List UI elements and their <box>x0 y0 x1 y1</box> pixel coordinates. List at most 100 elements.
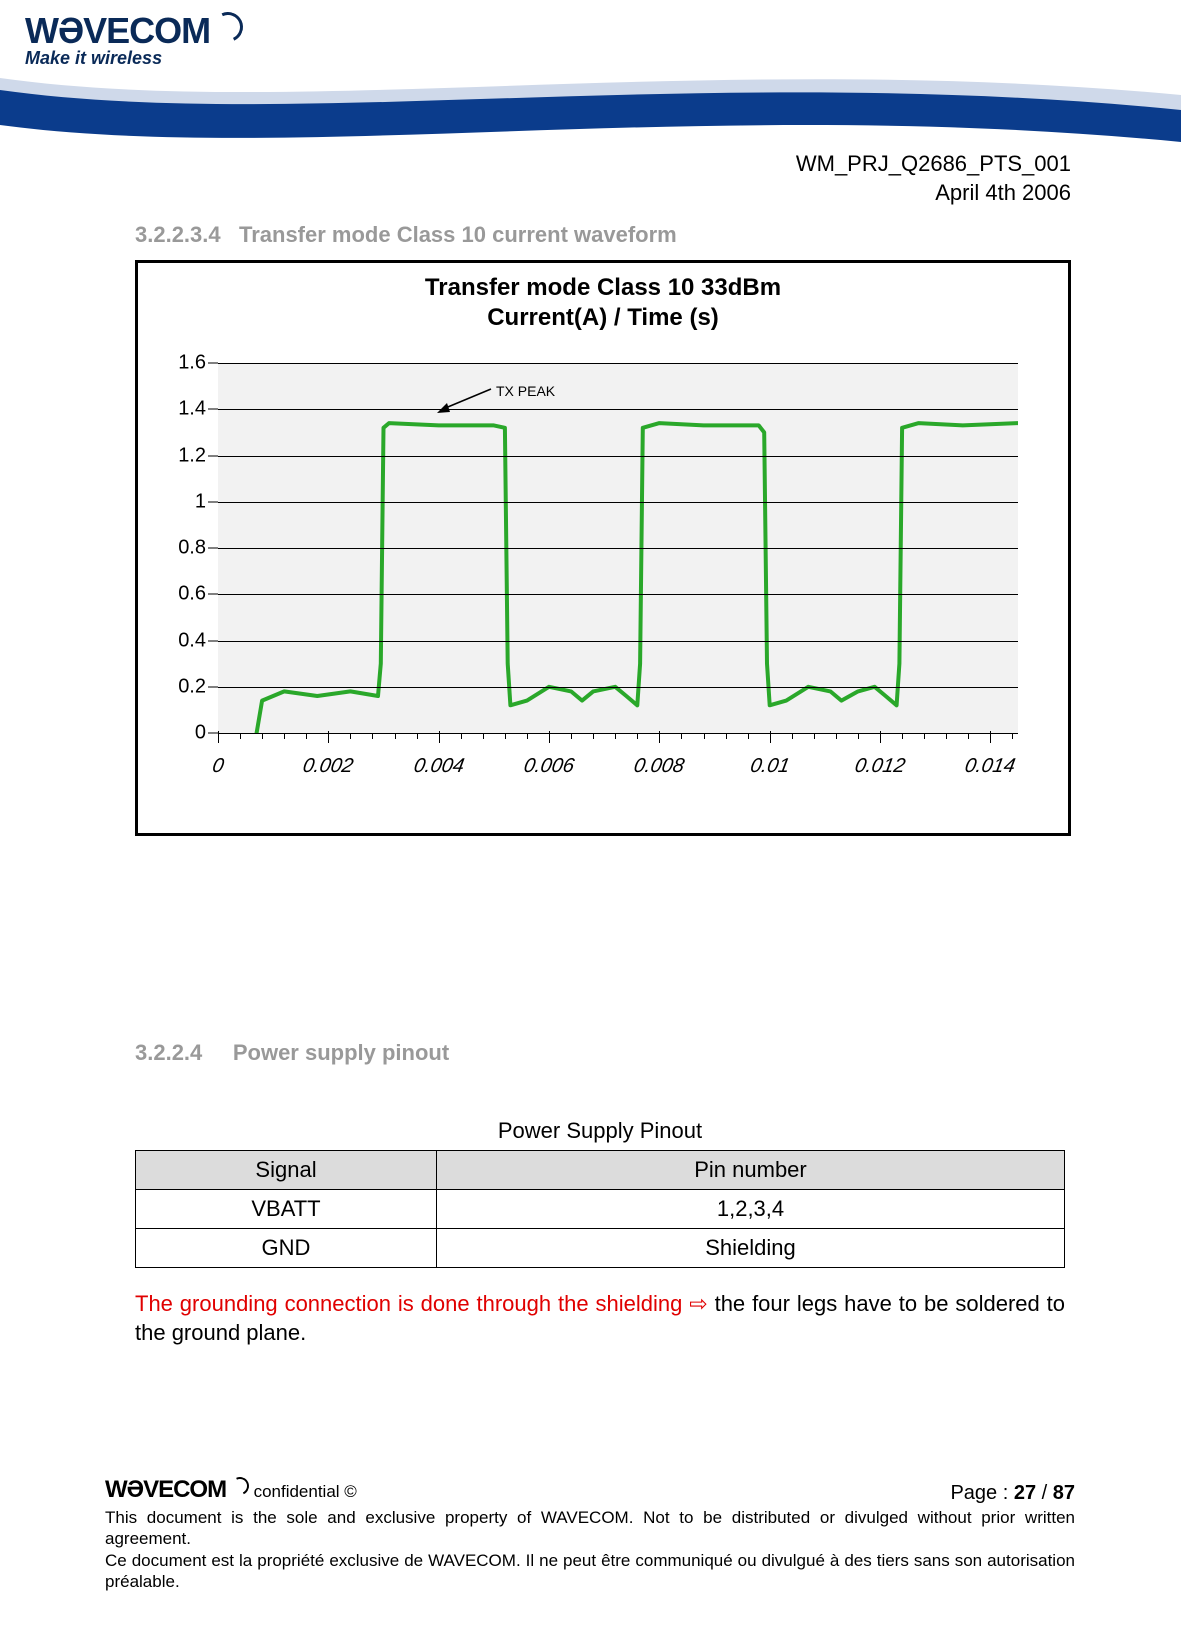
footer: WƏVECOM confidential © Page : 27 / 87 Th… <box>105 1475 1075 1592</box>
chart-xtick-label: 0.004 <box>412 755 466 778</box>
section-number: 3.2.2.4 <box>135 1040 202 1065</box>
chart-ytick-mark <box>208 686 218 687</box>
table-row: VBATT 1,2,3,4 <box>136 1190 1065 1229</box>
chart-ytick-label: 1.2 <box>158 444 206 467</box>
chart-ytick-mark <box>208 409 218 410</box>
footer-line-1: This document is the sole and exclusive … <box>105 1507 1075 1550</box>
chart-xtick-minor <box>262 733 263 739</box>
chart-xtick-label: 0.01 <box>748 755 791 778</box>
page-current: 27 <box>1014 1482 1036 1504</box>
chart-ytick-label: 1.6 <box>158 352 206 375</box>
chart-gridline <box>218 502 1018 503</box>
chart-ytick-mark <box>208 640 218 641</box>
chart-xtick-minor <box>306 733 307 739</box>
chart-xtick-minor <box>615 733 616 739</box>
chart-xtick-minor <box>372 733 373 739</box>
page-label: Page : <box>950 1482 1013 1504</box>
chart-xtick-minor <box>571 733 572 739</box>
chart-ytick-mark <box>208 501 218 502</box>
chart-xtick-label: 0.012 <box>853 755 907 778</box>
section-title: Transfer mode Class 10 current waveform <box>239 222 677 247</box>
chart-xtick-minor <box>1012 733 1013 739</box>
chart-xtick-minor <box>858 733 859 739</box>
footer-confidential: confidential © <box>254 1482 357 1501</box>
chart-baseline <box>218 733 1018 734</box>
table-row: GND Shielding <box>136 1229 1065 1268</box>
chart-xtick-minor <box>704 733 705 739</box>
chart-xtick-label: 0.006 <box>522 755 576 778</box>
chart-ytick-label: 0.8 <box>158 537 206 560</box>
chart-xtick-minor <box>814 733 815 739</box>
doc-date: April 4th 2006 <box>796 179 1071 208</box>
table-cell: Shielding <box>437 1229 1065 1268</box>
grounding-note: The grounding connection is done through… <box>135 1290 1065 1347</box>
chart-ytick-mark <box>208 363 218 364</box>
chart-ytick-label: 0.6 <box>158 583 206 606</box>
table-header-cell: Signal <box>136 1151 437 1190</box>
chart-gridline <box>218 687 1018 688</box>
chart-xtick-minor <box>726 733 727 739</box>
logo-tagline: Make it wireless <box>25 48 243 69</box>
doc-id: WM_PRJ_Q2686_PTS_001 <box>796 150 1071 179</box>
chart-xtick-label: 0.008 <box>632 755 686 778</box>
chart-xtick-minor <box>637 733 638 739</box>
chart-xtick-mark <box>328 731 329 743</box>
footer-logo-text: WƏVECOM <box>105 1475 226 1505</box>
page-total: 87 <box>1053 1482 1075 1504</box>
footer-line-2: Ce document est la propriété exclusive d… <box>105 1550 1075 1593</box>
section-heading-1: 3.2.2.3.4 Transfer mode Class 10 current… <box>135 222 677 248</box>
chart-ytick-mark <box>208 548 218 549</box>
table-cell: 1,2,3,4 <box>437 1190 1065 1229</box>
chart-xtick-minor <box>946 733 947 739</box>
chart-xtick-label: 0.014 <box>963 755 1017 778</box>
chart-xtick-label: 0.002 <box>301 755 355 778</box>
chart-xtick-minor <box>792 733 793 739</box>
logo-text: WƏVECOM <box>25 10 210 51</box>
table-caption: Power Supply Pinout <box>135 1118 1065 1144</box>
chart-xtick-minor <box>461 733 462 739</box>
chart-ytick-mark <box>208 594 218 595</box>
chart-xtick-mark <box>880 731 881 743</box>
chart-xtick-minor <box>350 733 351 739</box>
chart-ytick-mark <box>208 733 218 734</box>
table-header-row: Signal Pin number <box>136 1151 1065 1190</box>
page-sep: / <box>1036 1482 1053 1504</box>
section-heading-2: 3.2.2.4 Power supply pinout <box>135 1040 449 1066</box>
chart-gridline <box>218 363 1018 364</box>
footer-swirl-icon <box>228 1474 251 1497</box>
chart-ytick-label: 1.4 <box>158 398 206 421</box>
chart-xtick-minor <box>240 733 241 739</box>
chart-xtick-minor <box>593 733 594 739</box>
chart-xtick-minor <box>681 733 682 739</box>
chart-ytick-label: 0.2 <box>158 675 206 698</box>
footer-top-row: WƏVECOM confidential © Page : 27 / 87 <box>105 1475 1075 1505</box>
note-red-text: The grounding connection is done through… <box>135 1291 689 1316</box>
chart-container: Transfer mode Class 10 33dBm Current(A) … <box>135 260 1071 836</box>
chart-gridline <box>218 409 1018 410</box>
page-number: Page : 27 / 87 <box>950 1481 1075 1506</box>
table-header-cell: Pin number <box>437 1151 1065 1190</box>
chart-xtick-mark <box>770 731 771 743</box>
chart-xtick-minor <box>902 733 903 739</box>
table-cell: GND <box>136 1229 437 1268</box>
chart-xtick-label: 0 <box>210 755 225 778</box>
chart-xtick-minor <box>836 733 837 739</box>
chart-xtick-minor <box>483 733 484 739</box>
page: WƏVECOM Make it wireless WM_PRJ_Q2686_PT… <box>0 0 1181 1652</box>
chart-xtick-minor <box>527 733 528 739</box>
chart-title-line2: Current(A) / Time (s) <box>138 303 1068 333</box>
header-logo: WƏVECOM Make it wireless <box>25 10 243 69</box>
chart-xtick-minor <box>505 733 506 739</box>
header-swoosh <box>0 70 1181 160</box>
pinout-table: Signal Pin number VBATT 1,2,3,4 GND Shie… <box>135 1150 1065 1268</box>
table-cell: VBATT <box>136 1190 437 1229</box>
chart-ytick-label: 1 <box>158 490 206 513</box>
chart-ytick-mark <box>208 455 218 456</box>
chart-gridline <box>218 641 1018 642</box>
section-number: 3.2.2.3.4 <box>135 222 221 247</box>
chart-gridline <box>218 594 1018 595</box>
chart-xtick-mark <box>990 731 991 743</box>
chart-xtick-mark <box>439 731 440 743</box>
section-title: Power supply pinout <box>233 1040 449 1065</box>
chart-xtick-minor <box>968 733 969 739</box>
